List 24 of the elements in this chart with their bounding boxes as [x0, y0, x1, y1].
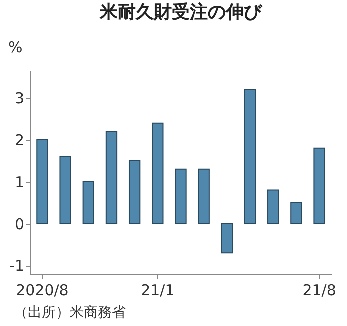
- y-tick-label: 2: [14, 132, 24, 150]
- x-tick-label: 21/8: [302, 282, 336, 300]
- bar: [152, 122, 164, 224]
- y-tick-label: 1: [14, 173, 24, 192]
- bar: [314, 148, 326, 224]
- bar: [36, 140, 48, 224]
- x-tick-label: 2020/8: [16, 282, 69, 300]
- bar: [244, 89, 256, 224]
- bar: [268, 190, 280, 224]
- bar: [128, 160, 141, 224]
- y-axis-title: %: [8, 38, 23, 56]
- bar: [198, 168, 210, 224]
- y-tick-label: 3: [14, 90, 24, 108]
- y-tick-label: -1: [10, 257, 24, 276]
- bar: [60, 156, 72, 224]
- bar: [221, 223, 234, 254]
- bar: [290, 202, 302, 224]
- text: （出所）米商務省: [13, 304, 127, 322]
- bar: [175, 168, 187, 224]
- bar: [106, 131, 118, 224]
- chart-title: 米耐久財受注の伸び: [99, 2, 263, 23]
- x-tick-label: 21/1: [141, 282, 175, 300]
- y-tick-label: 0: [14, 215, 24, 234]
- bar: [82, 181, 94, 224]
